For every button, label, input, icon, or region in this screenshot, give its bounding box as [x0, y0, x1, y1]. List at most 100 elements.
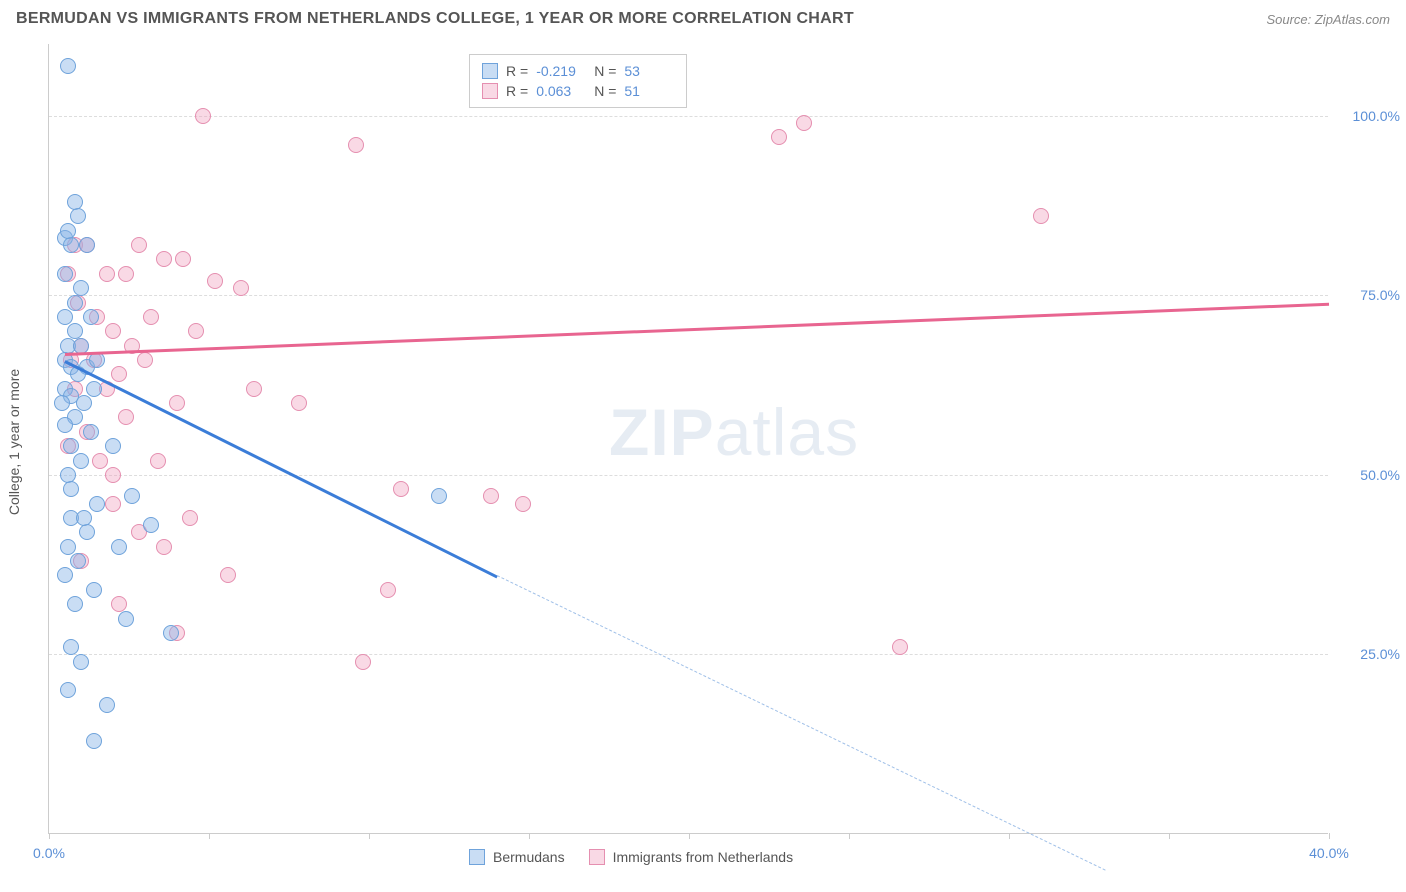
scatter-point-pink — [105, 467, 121, 483]
scatter-point-blue — [163, 625, 179, 641]
scatter-point-blue — [63, 237, 79, 253]
scatter-point-blue — [57, 309, 73, 325]
scatter-point-blue — [118, 611, 134, 627]
legend-item-blue: Bermudans — [469, 849, 565, 865]
scatter-point-blue — [60, 682, 76, 698]
trend-line-blue-dashed — [497, 576, 1105, 871]
chart-title: BERMUDAN VS IMMIGRANTS FROM NETHERLANDS … — [16, 10, 854, 28]
r-value-blue: -0.219 — [536, 63, 586, 79]
scatter-point-pink — [246, 381, 262, 397]
r-label: R = — [506, 83, 528, 99]
scatter-point-blue — [63, 438, 79, 454]
scatter-point-pink — [355, 654, 371, 670]
x-tick-label: 0.0% — [33, 845, 65, 861]
scatter-point-pink — [483, 488, 499, 504]
chart-container: College, 1 year or more ZIPatlas R = -0.… — [0, 34, 1406, 884]
scatter-point-blue — [76, 510, 92, 526]
scatter-point-pink — [99, 266, 115, 282]
scatter-point-pink — [771, 129, 787, 145]
n-label: N = — [594, 63, 616, 79]
n-label: N = — [594, 83, 616, 99]
scatter-point-blue — [60, 58, 76, 74]
scatter-point-pink — [156, 539, 172, 555]
scatter-point-pink — [143, 309, 159, 325]
scatter-point-pink — [233, 280, 249, 296]
scatter-point-blue — [57, 417, 73, 433]
scatter-point-pink — [182, 510, 198, 526]
swatch-blue-icon — [482, 63, 498, 79]
scatter-point-blue — [86, 733, 102, 749]
legend-label-blue: Bermudans — [493, 849, 565, 865]
x-tick — [369, 833, 370, 839]
scatter-point-pink — [515, 496, 531, 512]
x-tick — [1009, 833, 1010, 839]
watermark: ZIPatlas — [609, 394, 859, 470]
y-tick-label: 100.0% — [1353, 108, 1400, 124]
scatter-point-blue — [73, 654, 89, 670]
scatter-point-blue — [111, 539, 127, 555]
y-tick-label: 25.0% — [1360, 646, 1400, 662]
scatter-point-blue — [86, 582, 102, 598]
scatter-point-pink — [131, 237, 147, 253]
scatter-point-pink — [380, 582, 396, 598]
scatter-point-blue — [70, 208, 86, 224]
scatter-point-blue — [143, 517, 159, 533]
scatter-point-blue — [54, 395, 70, 411]
scatter-point-blue — [86, 381, 102, 397]
trend-line-pink — [65, 303, 1329, 356]
scatter-point-pink — [188, 323, 204, 339]
legend-item-pink: Immigrants from Netherlands — [589, 849, 794, 865]
stats-row-blue: R = -0.219 N = 53 — [482, 61, 674, 81]
n-value-pink: 51 — [624, 83, 674, 99]
r-label: R = — [506, 63, 528, 79]
swatch-blue-icon — [469, 849, 485, 865]
scatter-point-pink — [118, 266, 134, 282]
scatter-point-pink — [105, 323, 121, 339]
scatter-point-blue — [57, 567, 73, 583]
y-tick-label: 75.0% — [1360, 287, 1400, 303]
scatter-point-blue — [105, 438, 121, 454]
gridline-h — [49, 654, 1328, 655]
swatch-pink-icon — [482, 83, 498, 99]
x-tick — [1169, 833, 1170, 839]
scatter-point-blue — [67, 596, 83, 612]
scatter-point-pink — [111, 366, 127, 382]
scatter-point-pink — [156, 251, 172, 267]
scatter-point-blue — [57, 266, 73, 282]
gridline-h — [49, 475, 1328, 476]
scatter-point-blue — [60, 539, 76, 555]
x-tick — [209, 833, 210, 839]
scatter-point-pink — [195, 108, 211, 124]
trend-line-blue — [64, 360, 497, 578]
x-tick-label: 40.0% — [1309, 845, 1349, 861]
scatter-point-blue — [79, 237, 95, 253]
scatter-point-pink — [175, 251, 191, 267]
scatter-point-pink — [105, 496, 121, 512]
x-tick — [49, 833, 50, 839]
x-tick — [529, 833, 530, 839]
scatter-point-blue — [60, 467, 76, 483]
x-tick — [1329, 833, 1330, 839]
scatter-point-pink — [1033, 208, 1049, 224]
y-tick-label: 50.0% — [1360, 467, 1400, 483]
scatter-point-pink — [348, 137, 364, 153]
scatter-point-pink — [220, 567, 236, 583]
scatter-point-pink — [291, 395, 307, 411]
scatter-point-blue — [83, 309, 99, 325]
scatter-point-blue — [431, 488, 447, 504]
scatter-point-blue — [70, 553, 86, 569]
scatter-point-pink — [92, 453, 108, 469]
scatter-point-pink — [892, 639, 908, 655]
scatter-point-blue — [67, 194, 83, 210]
scatter-point-pink — [393, 481, 409, 497]
source-attribution: Source: ZipAtlas.com — [1266, 12, 1390, 27]
scatter-point-blue — [83, 424, 99, 440]
plot-area: ZIPatlas R = -0.219 N = 53 R = 0.063 N =… — [48, 44, 1328, 834]
scatter-point-blue — [99, 697, 115, 713]
scatter-point-blue — [73, 453, 89, 469]
r-value-pink: 0.063 — [536, 83, 586, 99]
scatter-point-pink — [150, 453, 166, 469]
scatter-point-blue — [89, 496, 105, 512]
scatter-point-blue — [63, 481, 79, 497]
scatter-point-blue — [76, 395, 92, 411]
